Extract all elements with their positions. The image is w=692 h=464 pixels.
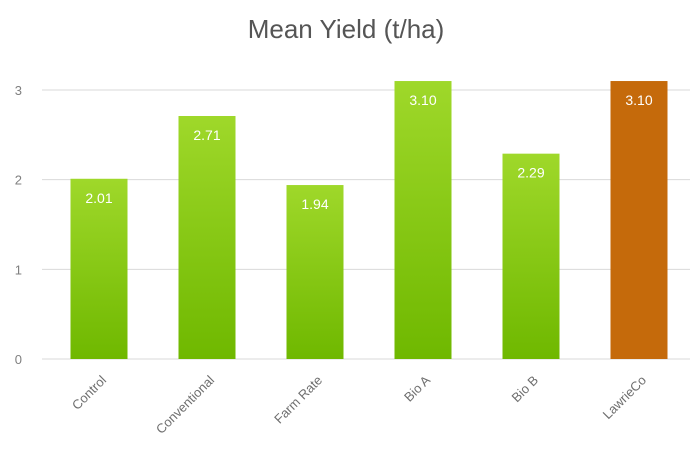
x-category-label: Bio B	[509, 373, 542, 406]
bar-conventional	[178, 116, 236, 360]
bar-bio-b	[502, 153, 560, 359]
bars	[70, 81, 668, 360]
y-tick-label: 1	[15, 262, 22, 277]
gridlines	[42, 89, 690, 360]
data-label: 2.29	[517, 165, 544, 181]
y-axis-ticks: 0 1 2 3	[15, 83, 22, 367]
y-tick-label: 3	[15, 83, 22, 98]
y-tick-label: 2	[15, 173, 22, 188]
x-category-label: Bio A	[401, 372, 433, 404]
bar-farm-rate	[286, 185, 344, 359]
x-category-label: LawrieCo	[600, 373, 649, 422]
chart-title: Mean Yield (t/ha)	[247, 14, 445, 44]
y-tick-label: 0	[15, 352, 22, 367]
data-label: 2.01	[85, 190, 112, 206]
x-category-label: Control	[69, 372, 109, 412]
data-label: 2.71	[193, 127, 220, 143]
bar-lawrieco	[610, 81, 668, 360]
x-axis-labels: Control Conventional Farm Rate Bio A Bio B La…	[69, 372, 649, 436]
bar-control	[70, 178, 128, 359]
data-label: 1.94	[301, 196, 328, 212]
x-category-label: Farm Rate	[271, 373, 325, 427]
data-label: 3.10	[409, 92, 436, 108]
data-labels: 2.01 2.71 1.94 3.10 2.29 3.10	[85, 92, 652, 212]
x-category-label: Conventional	[153, 372, 217, 436]
data-label: 3.10	[625, 92, 652, 108]
bar-bio-a	[394, 81, 452, 360]
